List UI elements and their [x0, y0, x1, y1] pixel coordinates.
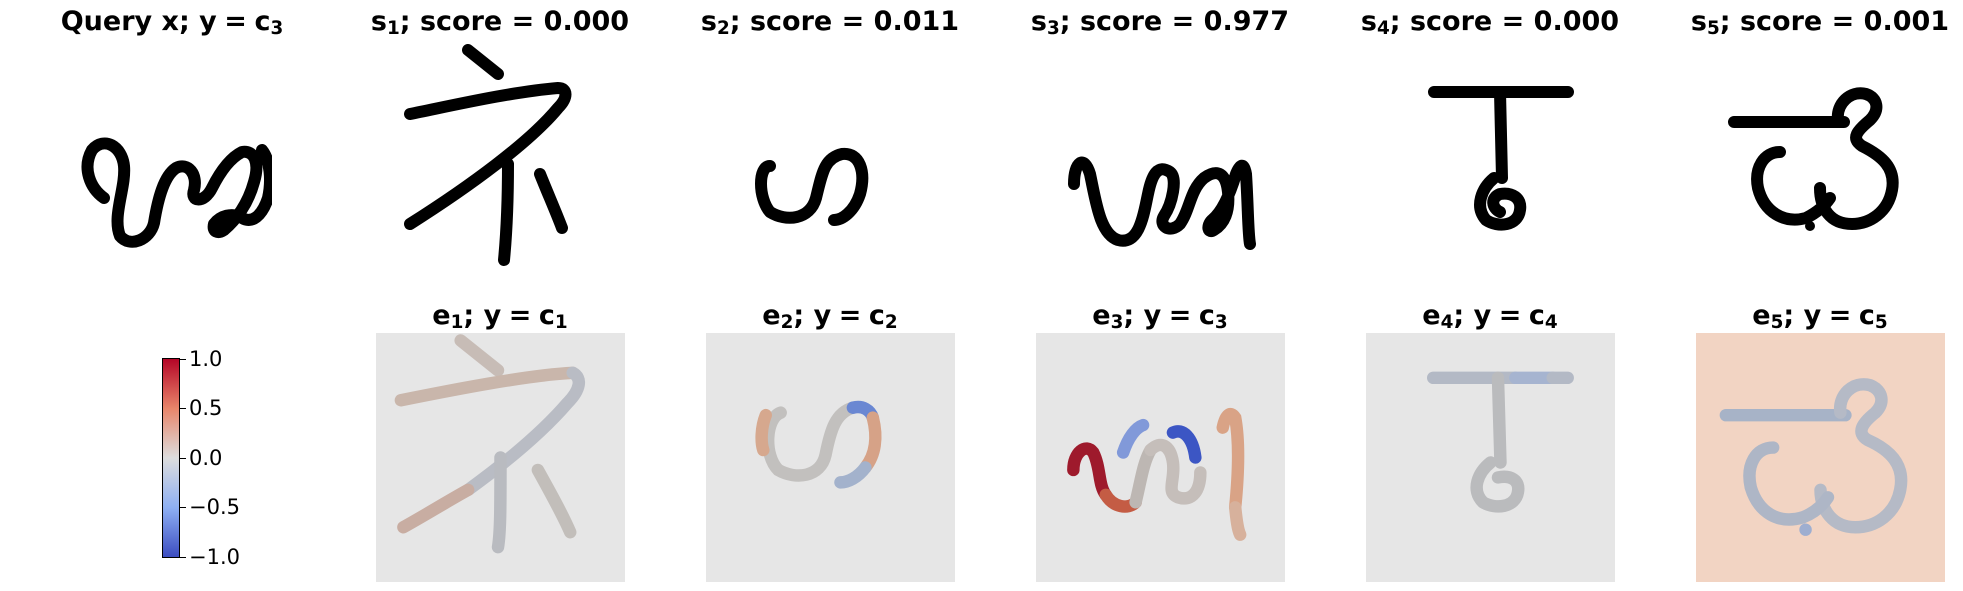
- colorbar-tick-label: 0.0: [189, 446, 223, 470]
- support-glyph-2: [755, 147, 869, 226]
- support-glyph-1: [404, 44, 572, 266]
- explanation-heatmap-4: [1366, 333, 1615, 582]
- support-glyph-3: [1068, 156, 1256, 250]
- colorbar-tick-mark: [180, 408, 186, 409]
- support-glyph-5: [1728, 87, 1899, 231]
- explanation-title-2: e2; y = c2: [762, 300, 898, 334]
- explanation-title-4: e4; y = c4: [1422, 300, 1558, 334]
- explanation-heatmap-3: [1036, 333, 1285, 582]
- colorbar-tick-label: −1.0: [189, 545, 240, 569]
- explanation-title-3: e3; y = c3: [1092, 300, 1228, 334]
- support-title-3: s3; score = 0.977: [1030, 6, 1290, 40]
- support-glyph-4: [1428, 86, 1574, 231]
- colorbar-tick-label: 0.5: [189, 396, 223, 420]
- query-title: Query x; y = c3: [60, 6, 284, 40]
- explanation-heatmap-2: [706, 333, 955, 582]
- explanation-title-5: e5; y = c5: [1752, 300, 1888, 334]
- explanation-heatmap-5: [1696, 333, 1945, 582]
- support-title-2: s2; score = 0.011: [700, 6, 960, 40]
- colorbar-tick-mark: [180, 507, 186, 508]
- colorbar: [162, 358, 180, 558]
- explanation-title-1: e1; y = c1: [432, 300, 568, 334]
- support-title-5: s5; score = 0.001: [1690, 6, 1950, 40]
- query-glyph: [81, 137, 272, 248]
- support-title-1: s1; score = 0.000: [370, 6, 630, 40]
- colorbar-tick-mark: [180, 359, 186, 360]
- colorbar-tick-mark: [180, 458, 186, 459]
- colorbar-tick-label: −0.5: [189, 495, 240, 519]
- support-title-4: s4; score = 0.000: [1360, 6, 1620, 40]
- colorbar-tick-label: 1.0: [189, 347, 223, 371]
- explanation-heatmap-1: [376, 333, 625, 582]
- colorbar-tick-mark: [180, 557, 186, 558]
